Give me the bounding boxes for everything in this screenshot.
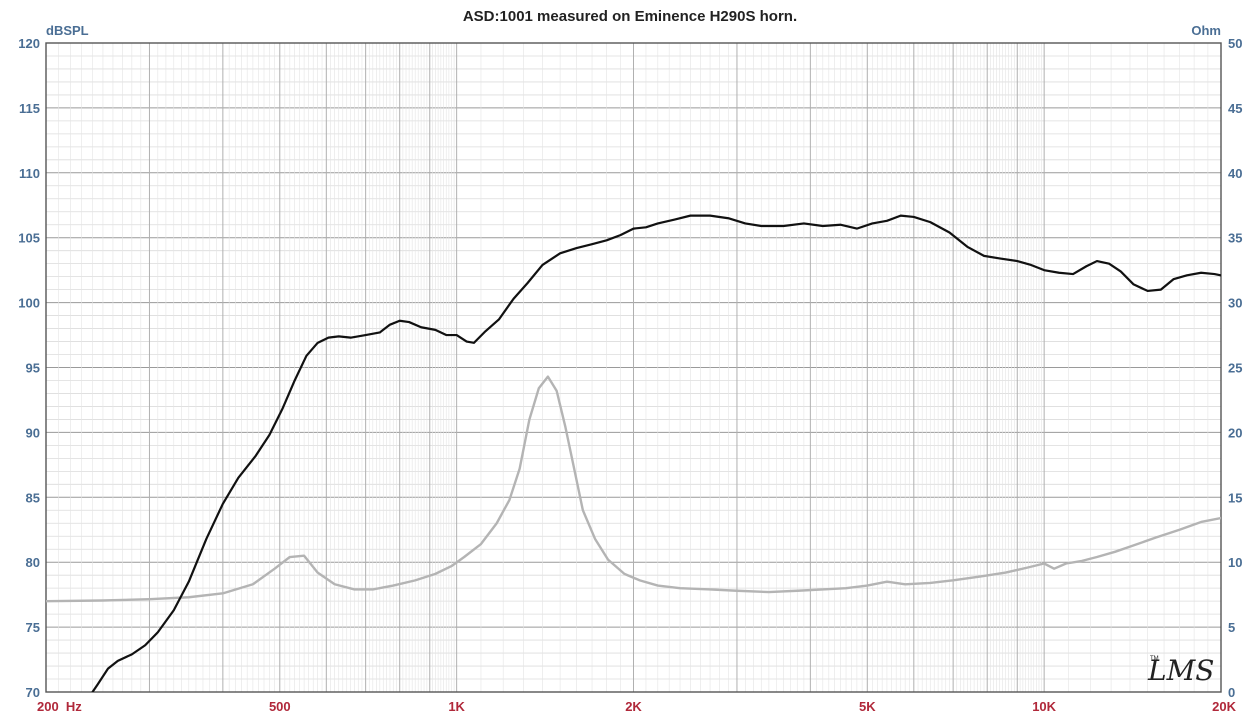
y-axis-left-label: dBSPL xyxy=(46,23,89,38)
logo-text: LMS xyxy=(1147,654,1214,687)
y-left-tick-label: 80 xyxy=(26,555,40,570)
y-right-tick-label: 0 xyxy=(1228,685,1235,700)
y-left-tick-label: 115 xyxy=(19,101,40,116)
x-tick-label: 200 Hz xyxy=(37,699,82,714)
y-right-tick-label: 30 xyxy=(1228,296,1242,311)
y-right-tick-label: 40 xyxy=(1228,166,1242,181)
x-tick-label: 1K xyxy=(448,699,465,714)
y-right-tick-label: 35 xyxy=(1228,231,1242,246)
y-right-tick-label: 50 xyxy=(1228,36,1242,51)
x-tick-label: 20K xyxy=(1212,699,1236,714)
y-right-tick-label: 25 xyxy=(1228,361,1242,376)
spl-curve xyxy=(91,214,1221,692)
y-right-tick-label: 10 xyxy=(1228,555,1242,570)
chart-title: ASD:1001 measured on Eminence H290S horn… xyxy=(463,8,797,25)
y-left-tick-label: 85 xyxy=(26,490,40,505)
y-left-tick-label: 100 xyxy=(18,296,40,311)
grid xyxy=(45,42,1222,693)
y-left-tick-label: 95 xyxy=(26,361,40,376)
y-left-tick-label: 90 xyxy=(26,425,40,440)
y-right-tick-label: 5 xyxy=(1228,620,1235,635)
y-axis-left-ticks: 70 75 80 85 90 95 100 105 110 115 120 xyxy=(18,36,40,700)
y-left-tick-label: 70 xyxy=(26,685,40,700)
y-left-tick-label: 105 xyxy=(18,231,40,246)
y-right-tick-label: 20 xyxy=(1228,425,1242,440)
logo-tm-mark: TM xyxy=(1150,656,1159,662)
y-left-tick-label: 75 xyxy=(26,620,40,635)
plot-area xyxy=(46,214,1221,692)
x-tick-label: 5K xyxy=(859,699,876,714)
y-axis-right-ticks: 0 5 10 15 20 25 30 35 40 45 50 xyxy=(1228,36,1242,700)
x-axis-ticks: 200 Hz 500 1K 2K 5K 10K 20K xyxy=(37,699,1237,714)
y-right-tick-label: 15 xyxy=(1228,490,1242,505)
plot-frame xyxy=(45,42,1222,693)
y-left-tick-label: 120 xyxy=(18,36,40,51)
y-axis-right-label: Ohm xyxy=(1191,23,1221,38)
x-tick-label: 10K xyxy=(1032,699,1056,714)
lms-logo: LMS TM xyxy=(1147,654,1214,687)
x-tick-label: 500 xyxy=(269,699,291,714)
y-left-tick-label: 110 xyxy=(19,166,40,181)
x-tick-label: 2K xyxy=(625,699,642,714)
impedance-curve xyxy=(46,375,1221,603)
y-right-tick-label: 45 xyxy=(1228,101,1242,116)
